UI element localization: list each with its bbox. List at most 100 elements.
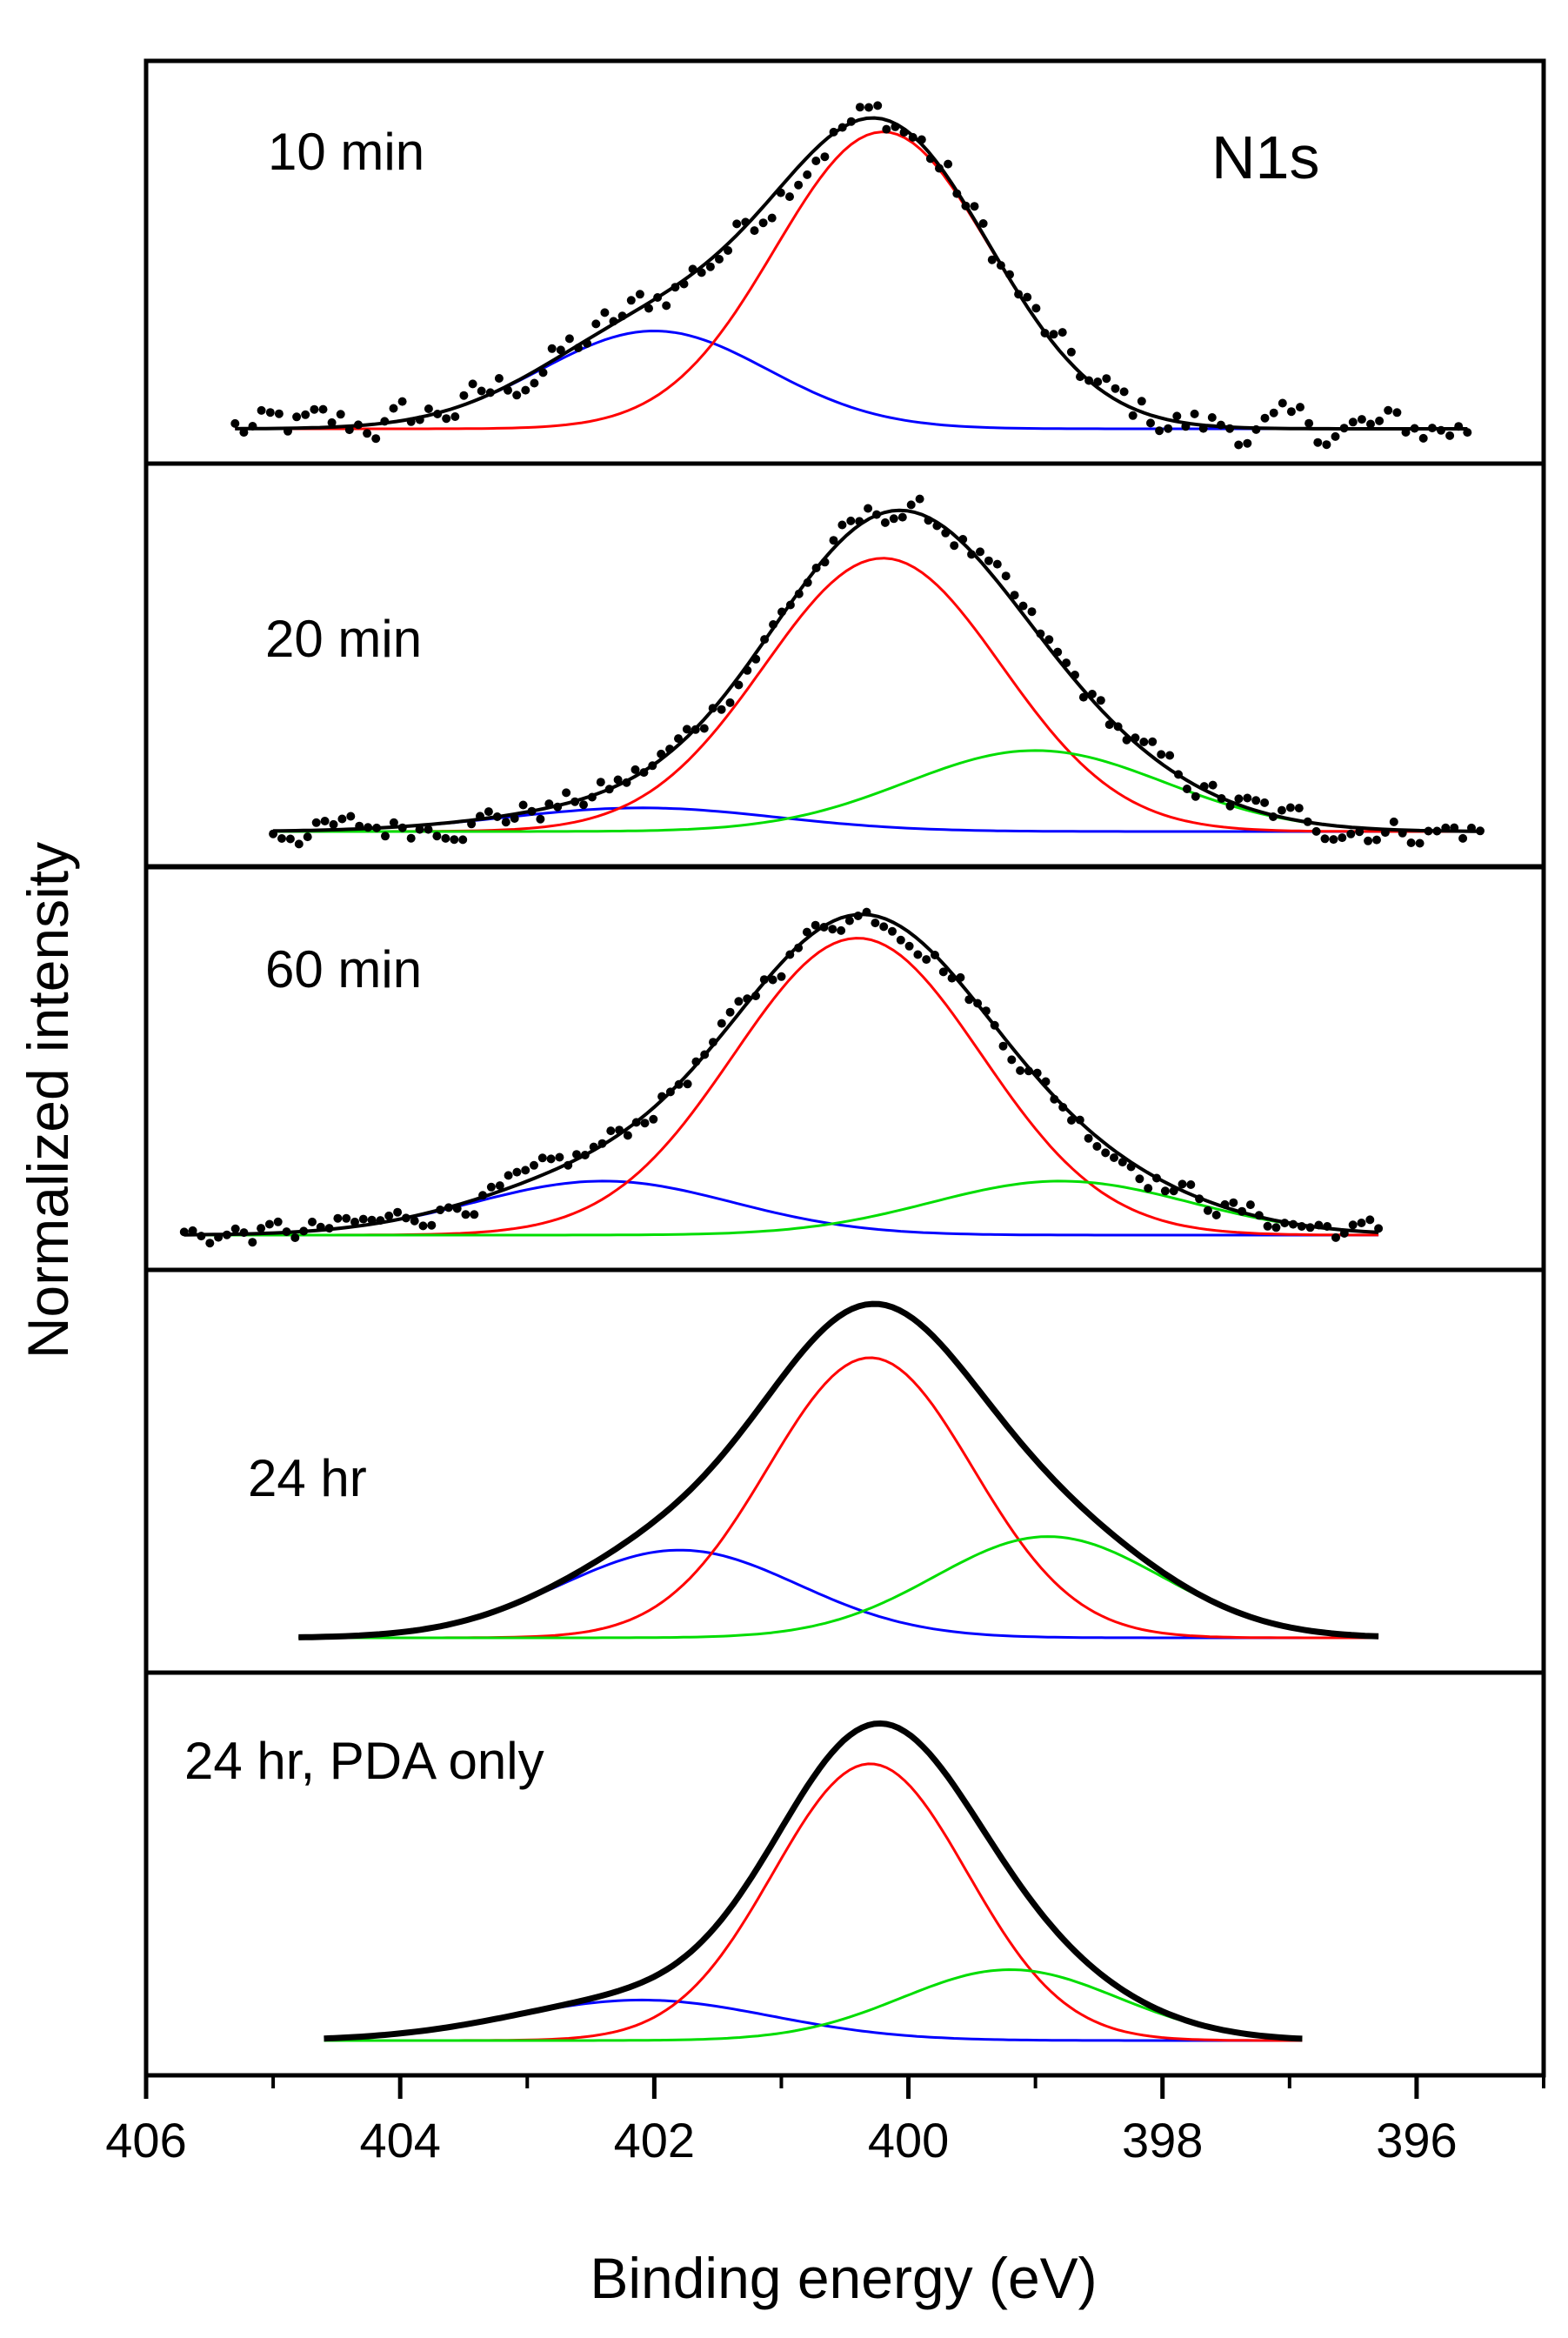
raw-data-point bbox=[311, 818, 321, 827]
raw-data-point bbox=[397, 397, 407, 406]
raw-data-point bbox=[427, 1220, 437, 1230]
raw-data-point bbox=[1066, 347, 1076, 357]
raw-data-point bbox=[546, 1154, 556, 1164]
raw-data-point bbox=[495, 1181, 504, 1191]
raw-data-point bbox=[318, 404, 328, 414]
raw-data-point bbox=[1092, 1142, 1102, 1151]
raw-data-point bbox=[468, 379, 477, 389]
panel-label: 10 min bbox=[268, 123, 424, 181]
raw-data-point bbox=[1234, 794, 1244, 804]
raw-data-point bbox=[987, 255, 997, 264]
raw-data-point bbox=[1338, 833, 1347, 843]
component-red-curve bbox=[298, 1356, 1379, 1640]
raw-data-point bbox=[230, 1224, 240, 1233]
x-tick-label: 396 bbox=[1376, 2113, 1457, 2168]
raw-data-point bbox=[530, 378, 539, 388]
raw-data-point bbox=[1331, 1232, 1340, 1242]
raw-data-point bbox=[1207, 413, 1217, 422]
raw-data-point bbox=[803, 170, 812, 179]
raw-data-point bbox=[1346, 829, 1356, 838]
raw-data-point bbox=[470, 1210, 479, 1219]
raw-data-point bbox=[922, 955, 931, 965]
raw-data-point bbox=[363, 429, 372, 438]
raw-data-point bbox=[257, 405, 266, 415]
raw-data-point bbox=[978, 219, 988, 228]
raw-data-point bbox=[1269, 408, 1278, 418]
raw-data-point bbox=[308, 1217, 317, 1226]
raw-data-point bbox=[327, 418, 337, 427]
raw-data-point bbox=[950, 541, 959, 551]
raw-data-point bbox=[358, 1214, 368, 1224]
raw-data-point bbox=[864, 504, 873, 513]
raw-data-point bbox=[725, 698, 735, 707]
raw-data-point bbox=[1007, 1055, 1017, 1065]
raw-data-point bbox=[1135, 1174, 1144, 1184]
envelope-fit-curve bbox=[324, 1720, 1303, 2042]
raw-data-point bbox=[1058, 328, 1067, 337]
raw-data-point bbox=[579, 800, 588, 810]
raw-data-point bbox=[1263, 1221, 1272, 1231]
raw-data-point bbox=[346, 812, 356, 821]
raw-data-point bbox=[837, 925, 846, 935]
panel-label: 24 hr bbox=[248, 1449, 367, 1507]
raw-data-point bbox=[828, 925, 837, 934]
raw-data-point bbox=[734, 680, 744, 690]
raw-data-point bbox=[442, 414, 451, 424]
raw-data-point bbox=[1203, 1206, 1212, 1215]
raw-data-point bbox=[855, 103, 864, 112]
raw-data-point bbox=[504, 1171, 513, 1180]
raw-data-point bbox=[1172, 411, 1182, 421]
raw-data-point bbox=[1110, 1153, 1118, 1162]
raw-data-point bbox=[1101, 1148, 1111, 1158]
panel-3: 60 min bbox=[143, 865, 1546, 1273]
raw-data-point bbox=[310, 404, 319, 414]
envelope-fit-curve bbox=[298, 1300, 1379, 1640]
raw-data-point bbox=[1178, 1179, 1187, 1189]
raw-data-point bbox=[897, 512, 907, 522]
raw-data-point bbox=[461, 1210, 470, 1219]
raw-data-point bbox=[717, 705, 726, 714]
raw-data-point bbox=[1001, 571, 1011, 581]
raw-data-point bbox=[484, 807, 493, 817]
raw-data-point bbox=[829, 536, 838, 545]
raw-data-point bbox=[494, 374, 504, 383]
raw-data-point bbox=[864, 103, 873, 112]
raw-data-point bbox=[725, 1007, 735, 1017]
raw-data-point bbox=[715, 255, 724, 264]
raw-data-point bbox=[1260, 798, 1270, 807]
raw-data-point bbox=[333, 1213, 343, 1223]
raw-data-point bbox=[384, 1211, 394, 1220]
y-axis-title: Normalized intensity bbox=[16, 842, 80, 1359]
raw-data-point bbox=[699, 724, 709, 733]
raw-data-point bbox=[406, 833, 416, 843]
raw-data-point bbox=[1304, 418, 1314, 428]
raw-data-point bbox=[1365, 1215, 1375, 1225]
raw-data-point bbox=[521, 385, 530, 395]
raw-data-point bbox=[767, 213, 777, 223]
raw-data-point bbox=[606, 1126, 616, 1136]
raw-data-point bbox=[265, 408, 275, 418]
raw-data-point bbox=[205, 1239, 215, 1248]
component-green-curve bbox=[324, 1967, 1303, 2042]
raw-data-point bbox=[1445, 431, 1455, 440]
raw-data-point bbox=[649, 1114, 658, 1124]
raw-data-point bbox=[264, 1219, 274, 1229]
raw-data-point bbox=[871, 918, 880, 928]
raw-data-point bbox=[750, 226, 759, 236]
element-label: N1s bbox=[1211, 124, 1319, 191]
raw-data-point bbox=[992, 559, 1002, 569]
raw-data-point bbox=[381, 832, 390, 841]
raw-data-point bbox=[530, 1160, 538, 1170]
raw-data-point bbox=[970, 202, 979, 211]
raw-data-point bbox=[290, 1233, 300, 1242]
raw-data-point bbox=[486, 1182, 496, 1192]
raw-data-point bbox=[1234, 440, 1244, 450]
raw-data-point bbox=[613, 775, 623, 785]
raw-data-point bbox=[626, 296, 636, 305]
component-green-curve bbox=[183, 1179, 1379, 1237]
raw-data-point bbox=[1096, 696, 1105, 705]
raw-data-point bbox=[811, 157, 821, 165]
raw-data-point bbox=[732, 219, 742, 229]
raw-data-point bbox=[248, 1238, 257, 1247]
raw-data-point bbox=[758, 218, 768, 228]
